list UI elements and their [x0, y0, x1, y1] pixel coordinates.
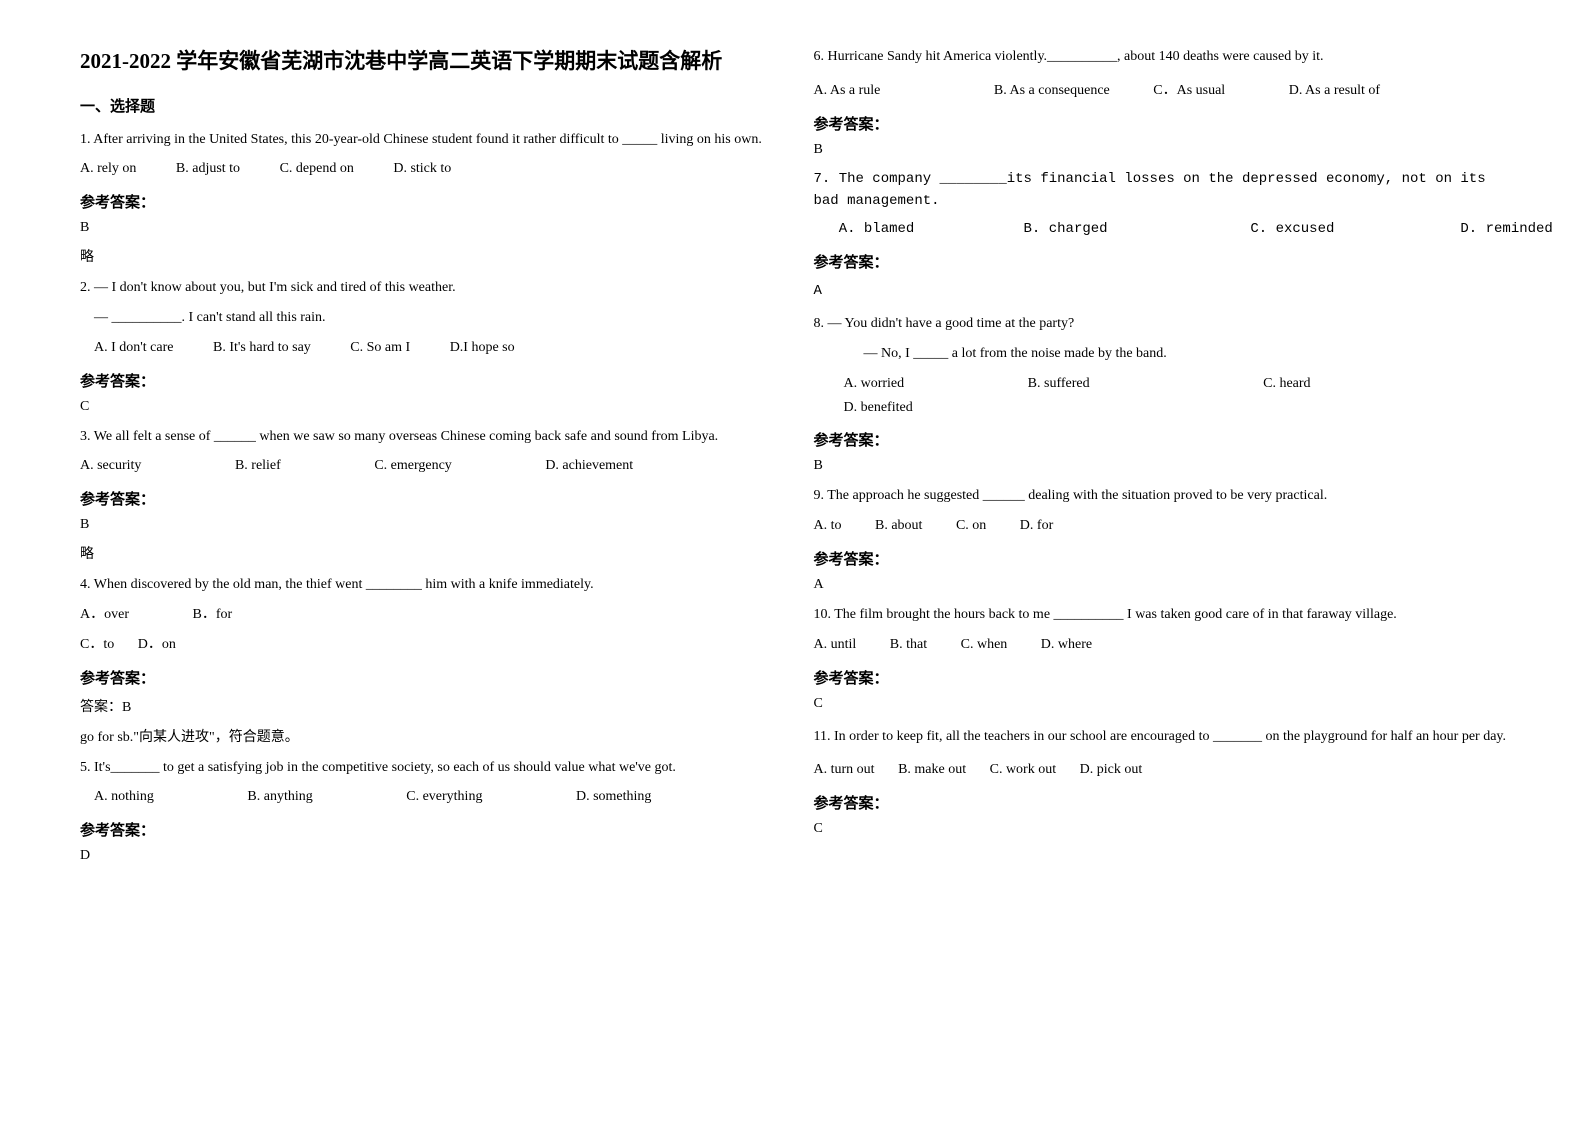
q3-options: A. security B. relief C. emergency D. ac…	[80, 454, 774, 478]
q5-stem: 5. It's_______ to get a satisfying job i…	[80, 756, 774, 780]
q3-stem: 3. We all felt a sense of ______ when we…	[80, 425, 774, 449]
q3-opt-b: B. relief	[235, 454, 281, 478]
q3-opt-d: D. achievement	[545, 454, 633, 478]
q7-ref-label: 参考答案：	[814, 251, 1508, 272]
left-column: 2021-2022 学年安徽省芜湖市沈巷中学高二英语下学期期末试题含解析 一、选…	[60, 45, 794, 1077]
q9-options: A. to B. about C. on D. for	[814, 514, 1508, 538]
q1-opt-c: C. depend on	[280, 157, 354, 181]
q9-opt-b: B. about	[875, 514, 922, 538]
q10-opt-d: D. where	[1041, 633, 1092, 657]
q6-ref-label: 参考答案：	[814, 113, 1508, 134]
q6-opt-b: B. As a consequence	[994, 79, 1110, 103]
q1-options: A. rely on B. adjust to C. depend on D. …	[80, 157, 774, 181]
q8-opt-c: C. heard	[1263, 372, 1310, 396]
q9-answer: A	[814, 577, 1508, 593]
q2-answer: C	[80, 399, 774, 415]
q11-opt-b: B. make out	[898, 758, 966, 782]
q1-note: 略	[80, 246, 774, 266]
q9-opt-c: C. on	[956, 514, 986, 538]
q5-opt-c: C. everything	[406, 785, 482, 809]
q6-stem: 6. Hurricane Sandy hit America violently…	[814, 45, 1508, 69]
q10-ref-label: 参考答案：	[814, 667, 1508, 688]
q1-opt-a: A. rely on	[80, 157, 136, 181]
q1-opt-b: B. adjust to	[176, 157, 240, 181]
q5-opt-a: A. nothing	[94, 785, 154, 809]
q4-note: go for sb."向某人进攻"，符合题意。	[80, 726, 774, 746]
q10-opt-a: A. until	[814, 633, 857, 657]
q9-stem: 9. The approach he suggested ______ deal…	[814, 484, 1508, 508]
q9-ref-label: 参考答案：	[814, 548, 1508, 569]
q8-options: A. worried B. suffered C. heard D. benef…	[814, 372, 1508, 420]
q11-opt-a: A. turn out	[814, 758, 875, 782]
q4-opt-a: A．over	[80, 603, 129, 627]
q2-opt-c: C. So am I	[350, 336, 410, 360]
q8-line2: — No, I _____ a lot from the noise made …	[814, 342, 1508, 366]
q10-answer: C	[814, 696, 1508, 712]
q11-opt-d: D. pick out	[1080, 758, 1143, 782]
q10-opt-c: C. when	[961, 633, 1008, 657]
q10-opt-b: B. that	[890, 633, 927, 657]
q11-opt-c: C. work out	[990, 758, 1057, 782]
q7-answer: A	[814, 280, 1508, 302]
q4-options-row1: A．over B．for	[80, 603, 774, 627]
q1-ref-label: 参考答案：	[80, 191, 774, 212]
q8-opt-a: A. worried	[844, 372, 905, 396]
q2-line2: — __________. I can't stand all this rai…	[80, 306, 774, 330]
q2-opt-a: A. I don't care	[94, 336, 174, 360]
q2-line1: 2. — I don't know about you, but I'm sic…	[80, 276, 774, 300]
q5-opt-b: B. anything	[247, 785, 312, 809]
q2-opt-b: B. It's hard to say	[213, 336, 311, 360]
exam-title: 2021-2022 学年安徽省芜湖市沈巷中学高二英语下学期期末试题含解析	[80, 45, 774, 79]
q7-stem: 7. The company ________its financial los…	[814, 168, 1508, 213]
q10-stem: 10. The film brought the hours back to m…	[814, 603, 1508, 627]
right-column: 6. Hurricane Sandy hit America violently…	[794, 45, 1528, 1077]
q1-opt-d: D. stick to	[393, 157, 451, 181]
section-1-heading: 一、选择题	[80, 95, 774, 116]
q4-stem: 4. When discovered by the old man, the t…	[80, 573, 774, 597]
q8-ref-label: 参考答案：	[814, 429, 1508, 450]
q6-opt-a: A. As a rule	[814, 79, 881, 103]
q5-ref-label: 参考答案：	[80, 819, 774, 840]
q8-answer: B	[814, 458, 1508, 474]
q2-opt-d: D.I hope so	[450, 336, 515, 360]
q5-options: A. nothing B. anything C. everything D. …	[80, 785, 774, 809]
q2-ref-label: 参考答案：	[80, 370, 774, 391]
q3-note: 略	[80, 543, 774, 563]
q4-opt-d: D．on	[138, 633, 176, 657]
q1-stem: 1. After arriving in the United States, …	[80, 128, 774, 152]
q1-answer: B	[80, 220, 774, 236]
q10-options: A. until B. that C. when D. where	[814, 633, 1508, 657]
q11-stem: 11. In order to keep fit, all the teache…	[814, 722, 1508, 753]
q5-answer: D	[80, 848, 774, 864]
q8-opt-b: B. suffered	[1028, 372, 1090, 396]
q6-answer: B	[814, 142, 1508, 158]
q4-answer: 答案：B	[80, 696, 774, 716]
q4-opt-c: C．to	[80, 633, 114, 657]
q3-ref-label: 参考答案：	[80, 488, 774, 509]
q8-line1: 8. — You didn't have a good time at the …	[814, 312, 1508, 336]
q9-opt-d: D. for	[1020, 514, 1053, 538]
q11-answer: C	[814, 821, 1508, 837]
q3-opt-a: A. security	[80, 454, 141, 478]
q4-options-row2: C．to D．on	[80, 633, 774, 657]
q9-opt-a: A. to	[814, 514, 842, 538]
q2-options: A. I don't care B. It's hard to say C. S…	[80, 336, 774, 360]
q3-answer: B	[80, 517, 774, 533]
q3-opt-c: C. emergency	[374, 454, 452, 478]
q7-options: A. blamed B. charged C. excused D. remin…	[814, 218, 1508, 240]
q11-ref-label: 参考答案：	[814, 792, 1508, 813]
q4-opt-b: B．for	[193, 603, 233, 627]
q8-opt-d: D. benefited	[844, 396, 913, 420]
q4-ref-label: 参考答案：	[80, 667, 774, 688]
q6-options: A. As a rule B. As a consequence C．As us…	[814, 79, 1508, 103]
q6-opt-d: D. As a result of	[1289, 79, 1380, 103]
q6-opt-c: C．As usual	[1153, 79, 1225, 103]
q11-options: A. turn out B. make out C. work out D. p…	[814, 758, 1508, 782]
q5-opt-d: D. something	[576, 785, 651, 809]
exam-page: 2021-2022 学年安徽省芜湖市沈巷中学高二英语下学期期末试题含解析 一、选…	[0, 0, 1587, 1122]
